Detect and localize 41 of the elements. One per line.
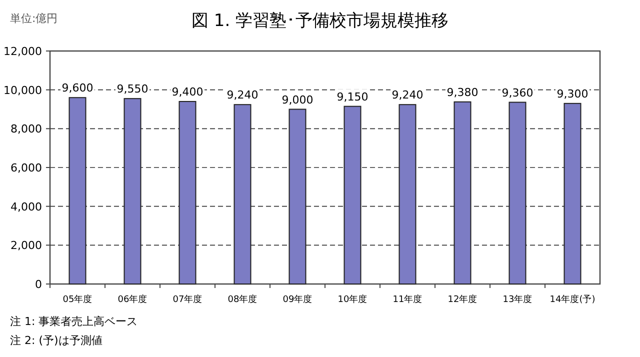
x-tick-label: 11年度 (392, 294, 422, 305)
x-tick-label: 09年度 (282, 294, 312, 305)
text: 注 2: (予)は予測値 (10, 334, 102, 347)
data-label: 9,400 (172, 85, 204, 98)
bar (68, 97, 86, 284)
bar (508, 102, 526, 284)
x-tick-label: 07年度 (172, 294, 202, 305)
text: 注 1: 事業者売上高ベース (10, 315, 138, 328)
data-label: 9,550 (116, 82, 148, 96)
x-tick-label: 14年度(予) (550, 294, 596, 305)
x-tick-label: 08年度 (228, 294, 258, 305)
bar (564, 102, 582, 284)
bar (398, 104, 416, 284)
bar (124, 98, 142, 284)
y-tick-label: 12,000 (4, 45, 42, 58)
data-label: 9,600 (62, 82, 94, 95)
y-tick-label: 2,000 (10, 239, 42, 252)
data-label: 9,360 (502, 86, 534, 100)
y-tick-label: 4,000 (10, 200, 42, 214)
data-label: 9,150 (336, 90, 368, 104)
x-tick-label: 12年度 (448, 294, 478, 305)
chart-title: 図 1. 学習塾･予備校市場規模推移 (191, 11, 449, 31)
data-label: 9,240 (226, 88, 258, 102)
x-tick-label: 05年度 (62, 294, 92, 305)
x-tick-label: 13年度 (502, 294, 532, 305)
data-label: 9,380 (446, 86, 478, 99)
data-label: 9,000 (282, 93, 314, 106)
y-tick-label: 0 (35, 278, 42, 291)
data-label: 9,240 (392, 88, 424, 102)
x-tick-label: 10年度 (338, 294, 368, 305)
bar (234, 104, 252, 284)
bar (288, 108, 306, 284)
bar (344, 106, 362, 284)
y-axis-title: 単位:億円 (10, 12, 58, 25)
bar (454, 101, 472, 284)
y-tick-label: 6,000 (10, 162, 42, 174)
x-tick-label: 06年度 (118, 294, 148, 305)
y-tick-label: 10,000 (4, 84, 42, 97)
y-tick-label: 8,000 (10, 122, 42, 136)
bar (178, 100, 196, 284)
data-label: 9,300 (556, 87, 588, 100)
